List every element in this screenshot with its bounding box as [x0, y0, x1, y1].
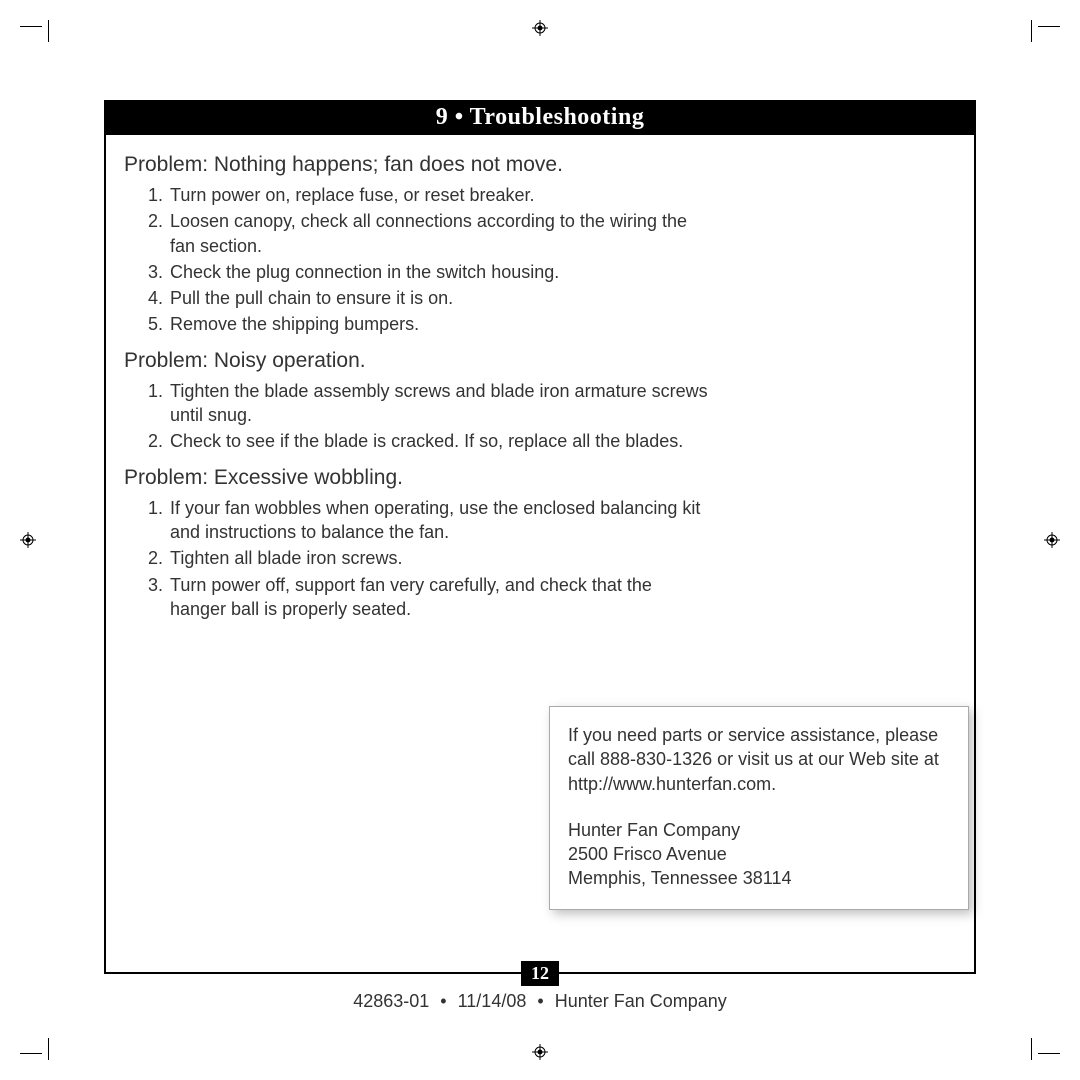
footer-separator: • [440, 991, 446, 1011]
list-item: Pull the pull chain to ensure it is on. [148, 286, 708, 310]
problem-steps-list: Tighten the blade assembly screws and bl… [148, 379, 708, 454]
contact-info-box: If you need parts or service assistance,… [549, 706, 969, 910]
registration-mark-icon [532, 1044, 548, 1060]
list-item: Check the plug connection in the switch … [148, 260, 708, 284]
registration-mark-icon [20, 532, 36, 548]
footer-doc-id: 42863-01 [353, 991, 429, 1011]
company-address-line: Memphis, Tennessee 38114 [568, 866, 950, 890]
page-number-badge: 12 [521, 961, 559, 986]
list-item: Turn power on, replace fuse, or reset br… [148, 183, 708, 207]
list-item: Tighten all blade iron screws. [148, 546, 708, 570]
list-item: Loosen canopy, check all connections acc… [148, 209, 708, 258]
list-item: Turn power off, support fan very careful… [148, 573, 708, 622]
footer-date: 11/14/08 [458, 991, 527, 1011]
list-item: Tighten the blade assembly screws and bl… [148, 379, 708, 428]
problem-heading: Problem: Nothing happens; fan does not m… [124, 153, 956, 177]
list-item: Remove the shipping bumpers. [148, 312, 708, 336]
problem-heading: Problem: Noisy operation. [124, 349, 956, 373]
problem-steps-list: If your fan wobbles when operating, use … [148, 496, 708, 621]
problem-steps-list: Turn power on, replace fuse, or reset br… [148, 183, 708, 337]
footer-company: Hunter Fan Company [555, 991, 727, 1011]
registration-mark-icon [1044, 532, 1060, 548]
page-frame: 9 • Troubleshooting Problem: Nothing hap… [104, 100, 976, 974]
problem-heading: Problem: Excessive wobbling. [124, 466, 956, 490]
assistance-text: If you need parts or service assistance,… [568, 723, 950, 796]
list-item: If your fan wobbles when operating, use … [148, 496, 708, 545]
section-header: 9 • Troubleshooting [106, 102, 974, 135]
registration-mark-icon [532, 20, 548, 36]
footer-separator: • [537, 991, 543, 1011]
company-address-line: 2500 Frisco Avenue [568, 842, 950, 866]
footer-line: 42863-01 • 11/14/08 • Hunter Fan Company [0, 991, 1080, 1012]
content-area: Problem: Nothing happens; fan does not m… [106, 135, 974, 621]
company-name: Hunter Fan Company [568, 818, 950, 842]
list-item: Check to see if the blade is cracked. If… [148, 429, 708, 453]
